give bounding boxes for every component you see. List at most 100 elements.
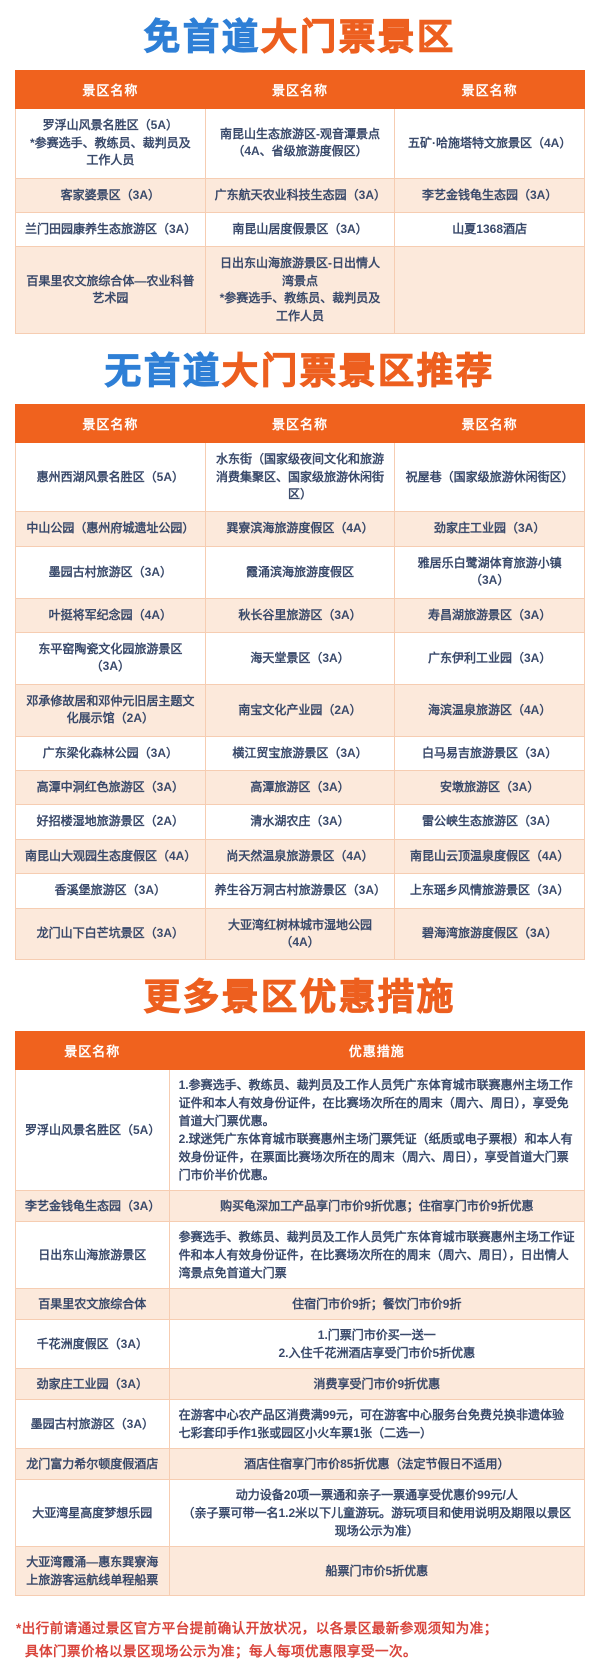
footnote-line-2: 具体门票价格以景区现场公示为准；每人每项优惠限享受一次。 [25, 1643, 417, 1659]
table-row: 香溪堡旅游区（3A） 养生谷万洞古村旅游景区（3A） 上东瑶乡风情旅游景区（3A） [15, 873, 585, 909]
column-header: 优惠措施 [168, 1030, 586, 1070]
table-row: 墨园古村旅游区（3A） 霞涌滨海旅游度假区 雅居乐白鹭湖体育旅游小镇（3A） [15, 545, 585, 599]
scenic-area-cell: 尚天然温泉旅游景区（4A） [204, 838, 396, 875]
table-row: 劲家庄工业园（3A） 消费享受门市价9折优惠 [15, 1367, 586, 1400]
scenic-area-cell: 叶挺将军纪念园（4A） [15, 597, 206, 634]
title-segment-orange: 更多景区优惠措施 [143, 976, 456, 1018]
scenic-area-cell: 大亚湾星高度梦想乐园 [15, 1478, 170, 1547]
scenic-area-cell: 霞涌滨海旅游度假区 [204, 545, 396, 599]
scenic-area-cell: 秋长谷里旅游区（3A） [204, 597, 396, 634]
table-row: 大亚湾星高度梦想乐园 动力设备20项一票通和亲子一票通享受优惠价99元/人 （亲子… [15, 1478, 586, 1547]
table-header-row: 景区名称 优惠措施 [15, 1030, 586, 1070]
scenic-area-cell: 香溪堡旅游区（3A） [15, 873, 206, 909]
scenic-area-cell: 惠州西湖风景名胜区（5A） [15, 442, 206, 513]
scenic-area-cell: 客家婆景区（3A） [15, 177, 206, 213]
scenic-area-cell: 广东航天农业科技生态园（3A） [204, 177, 396, 213]
table-row: 大亚湾霞涌—惠东巽寮海上旅游客运航线单程船票 船票门市价5折优惠 [15, 1545, 586, 1596]
table-row: 百果里农文旅综合体 住宿门市价9折；餐饮门市价9折 [15, 1287, 586, 1320]
table-row: 千花洲度假区（3A） 1.门票门市价买一送一 2.入住千花洲酒店享受门市价5折优惠 [15, 1318, 586, 1369]
table-row: 李艺金钱龟生态园（3A） 购买龟深加工产品享门市价9折优惠；住宿享门市价9折优惠 [15, 1189, 586, 1222]
column-header: 景区名称 [394, 70, 585, 110]
table-row: 惠州西湖风景名胜区（5A） 水东街（国家级夜间文化和旅游消费集聚区、国家级旅游休闲… [15, 442, 585, 513]
table-row: 日出东山海旅游景区 参赛选手、教练员、裁判员及工作人员凭广东体育城市联赛惠州主场工… [15, 1220, 586, 1289]
offer-cell: 购买龟深加工产品享门市价9折优惠；住宿享门市价9折优惠 [168, 1189, 586, 1222]
title-segment-orange: 大门票景区推荐 [221, 349, 496, 391]
offer-cell: 参赛选手、教练员、裁判员及工作人员凭广东体育城市联赛惠州主场工作证件和本人有效身… [168, 1220, 586, 1289]
table-header-row: 景区名称 景区名称 景区名称 [15, 70, 585, 110]
scenic-area-cell: 兰门田园康养生态旅游区（3A） [15, 211, 206, 248]
table-row: 罗浮山风景名胜区（5A） *参赛选手、教练员、裁判员及工作人员 南昆山生态旅游区-… [15, 108, 585, 179]
table-header-row: 景区名称 景区名称 景区名称 [15, 404, 585, 444]
column-header: 景区名称 [15, 1030, 170, 1070]
column-header: 景区名称 [204, 70, 396, 110]
scenic-area-cell: 安墩旅游区（3A） [394, 769, 585, 806]
table-row: 广东梁化森林公园（3A） 横江贸宝旅游景区（3A） 白马易吉旅游景区（3A） [15, 735, 585, 771]
scenic-area-cell: 南昆山云顶温泉度假区（4A） [394, 838, 585, 875]
scenic-area-cell: 劲家庄工业园（3A） [15, 1367, 170, 1400]
scenic-area-cell: 巽寮滨海旅游度假区（4A） [204, 511, 396, 547]
title-segment-blue: 免首道 [143, 15, 261, 57]
column-header: 景区名称 [204, 404, 396, 444]
scenic-area-cell: 广东梁化森林公园（3A） [15, 735, 206, 771]
scenic-area-cell: 寿昌湖旅游景区（3A） [394, 597, 585, 634]
scenic-area-cell: 日出东山海旅游景区 [15, 1220, 170, 1289]
table-row: 叶挺将军纪念园（4A） 秋长谷里旅游区（3A） 寿昌湖旅游景区（3A） [15, 597, 585, 634]
table-row: 龙门山下白芒坑景区（3A） 大亚湾红树林城市湿地公园（4A） 碧海湾旅游度假区（3A… [15, 907, 585, 961]
scenic-area-cell [394, 246, 585, 334]
section-title-more-offers: 更多景区优惠措施 [0, 976, 600, 1018]
title-segment-blue: 无首道 [104, 349, 222, 391]
scenic-area-cell: 大亚湾霞涌—惠东巽寮海上旅游客运航线单程船票 [15, 1545, 170, 1596]
table-row: 龙门富力希尔顿度假酒店 酒店住宿享门市价85折优惠（法定节假日不适用） [15, 1447, 586, 1480]
scenic-area-cell: 好招楼湿地旅游景区（2A） [15, 804, 206, 840]
scenic-area-cell: 祝屋巷（国家级旅游休闲街区） [394, 442, 585, 513]
offer-cell: 船票门市价5折优惠 [168, 1545, 586, 1596]
scenic-area-cell: 白马易吉旅游景区（3A） [394, 735, 585, 771]
column-header: 景区名称 [15, 70, 206, 110]
header-row: 景区名称 景区名称 景区名称 [15, 404, 585, 444]
header-row: 景区名称 优惠措施 [15, 1030, 586, 1070]
offer-cell: 酒店住宿享门市价85折优惠（法定节假日不适用） [168, 1447, 586, 1480]
scenic-area-cell: 山夏1368酒店 [394, 211, 585, 248]
footnote-line-1: *出行前请通过景区官方平台提前确认开放状况，以各景区最新参观须知为准； [16, 1620, 498, 1636]
scenic-area-cell: 南昆山大观园生态度假区（4A） [15, 838, 206, 875]
free-gate-ticket-table: 景区名称 景区名称 景区名称 罗浮山风景名胜区（5A） *参赛选手、教练员、裁判员及… [15, 70, 585, 334]
scenic-area-cell: 龙门山下白芒坑景区（3A） [15, 907, 206, 961]
scenic-area-cell: 水东街（国家级夜间文化和旅游消费集聚区、国家级旅游休闲街区） [204, 442, 396, 513]
scenic-area-cell: 南昆山生态旅游区-观音潭景点 （4A、省级旅游度假区） [204, 108, 396, 179]
offer-cell: 在游客中心农产品区消费满99元，可在游客中心服务台免费兑换非遗体验七彩套印手作1… [168, 1398, 586, 1449]
scenic-area-cell: 劲家庄工业园（3A） [394, 511, 585, 547]
scenic-area-cell: 百果里农文旅综合体 [15, 1287, 170, 1320]
scenic-area-cell: 高潭旅游区（3A） [204, 769, 396, 806]
scenic-area-cell: 墨园古村旅游区（3A） [15, 1398, 170, 1449]
scenic-area-cell: 清水湖农庄（3A） [204, 804, 396, 840]
scenic-area-cell: 李艺金钱龟生态园（3A） [15, 1189, 170, 1222]
table-row: 中山公园（惠州府城遗址公园） 巽寮滨海旅游度假区（4A） 劲家庄工业园（3A） [15, 511, 585, 547]
scenic-area-cell: 广东伊利工业园（3A） [394, 632, 585, 685]
column-header: 景区名称 [394, 404, 585, 444]
scenic-area-cell: 南宝文化产业园（2A） [204, 683, 396, 737]
table-row: 邓承修故居和邓仲元旧居主题文化展示馆（2A） 南宝文化产业园（2A） 海滨温泉旅游区… [15, 683, 585, 737]
scenic-area-cell: 日出东山海旅游景区-日出情人湾景点 *参赛选手、教练员、裁判员及工作人员 [204, 246, 396, 334]
scenic-area-cell: 邓承修故居和邓仲元旧居主题文化展示馆（2A） [15, 683, 206, 737]
scenic-area-cell: 雅居乐白鹭湖体育旅游小镇（3A） [394, 545, 585, 599]
scenic-area-cell: 上东瑶乡风情旅游景区（3A） [394, 873, 585, 909]
column-header: 景区名称 [15, 404, 206, 444]
scenic-area-cell: 百果里农文旅综合体—农业科普艺术园 [15, 246, 206, 334]
scenic-area-cell: 千花洲度假区（3A） [15, 1318, 170, 1369]
scenic-area-cell: 横江贸宝旅游景区（3A） [204, 735, 396, 771]
table-row: 好招楼湿地旅游景区（2A） 清水湖农庄（3A） 雷公峡生态旅游区（3A） [15, 804, 585, 840]
offer-cell: 住宿门市价9折；餐饮门市价9折 [168, 1287, 586, 1320]
scenic-area-cell: 大亚湾红树林城市湿地公园（4A） [204, 907, 396, 961]
no-gate-ticket-table: 景区名称 景区名称 景区名称 惠州西湖风景名胜区（5A） 水东街（国家级夜间文化和旅游… [15, 404, 585, 961]
scenic-area-cell: 高潭中洞红色旅游区（3A） [15, 769, 206, 806]
table-row: 兰门田园康养生态旅游区（3A） 南昆山居度假景区（3A） 山夏1368酒店 [15, 211, 585, 248]
scenic-area-cell: 雷公峡生态旅游区（3A） [394, 804, 585, 840]
scenic-area-cell: 南昆山居度假景区（3A） [204, 211, 396, 248]
offer-cell: 动力设备20项一票通和亲子一票通享受优惠价99元/人 （亲子票可带一名1.2米以… [168, 1478, 586, 1547]
title-segment-orange: 大门票景区 [260, 15, 457, 57]
offer-cell: 消费享受门市价9折优惠 [168, 1367, 586, 1400]
scenic-area-cell: 东平窑陶瓷文化园旅游景区（3A） [15, 632, 206, 685]
table-row: 墨园古村旅游区（3A） 在游客中心农产品区消费满99元，可在游客中心服务台免费兑换… [15, 1398, 586, 1449]
table-row: 罗浮山风景名胜区（5A） 1.参赛选手、教练员、裁判员及工作人员凭广东体育城市联赛… [15, 1068, 586, 1191]
scenic-area-cell: 碧海湾旅游度假区（3A） [394, 907, 585, 961]
